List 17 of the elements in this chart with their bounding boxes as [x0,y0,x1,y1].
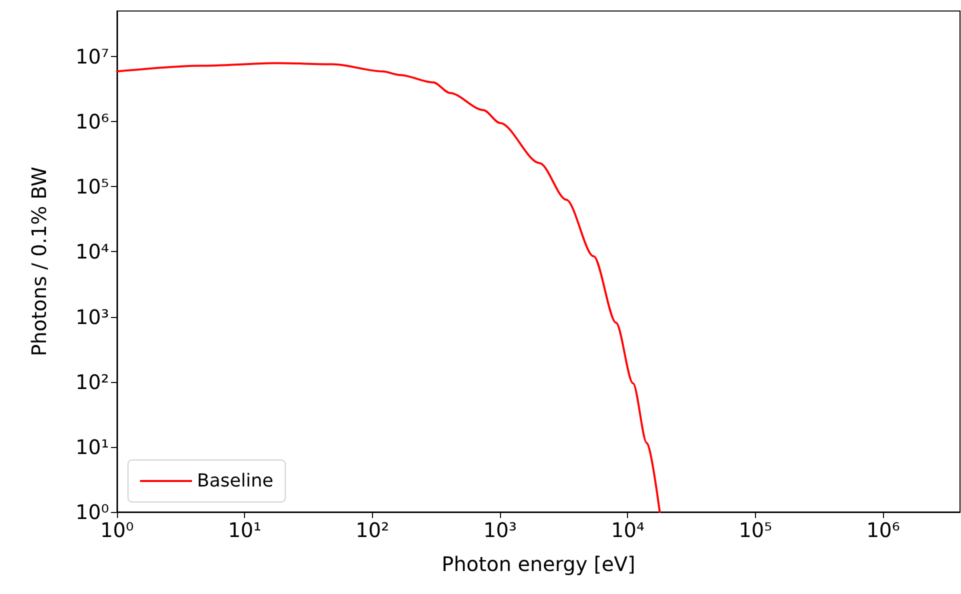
legend-label: Baseline [197,470,274,492]
x-tick-label: 10³ [483,518,517,542]
x-tick-label: 10⁵ [738,518,772,542]
y-tick-label: 10⁷ [76,44,109,68]
y-tick-label: 10¹ [76,434,109,459]
x-tick-label: 10⁰ [100,518,134,542]
y-axis-title: Photons / 0.1% BW [27,166,51,356]
y-tick-label: 10³ [76,304,109,329]
x-tick-label: 10⁶ [866,518,900,542]
y-tick-label: 10⁵ [76,174,109,199]
y-tick-label: 10⁴ [76,240,109,264]
x-tick-label: 10² [356,518,390,542]
y-tick-label: 10² [76,370,109,394]
x-axis-title: Photon energy [eV] [442,552,636,576]
x-tick-label: 10¹ [228,518,262,542]
x-tick-label: 10⁴ [611,518,644,542]
y-tick-label: 10⁶ [76,110,109,134]
